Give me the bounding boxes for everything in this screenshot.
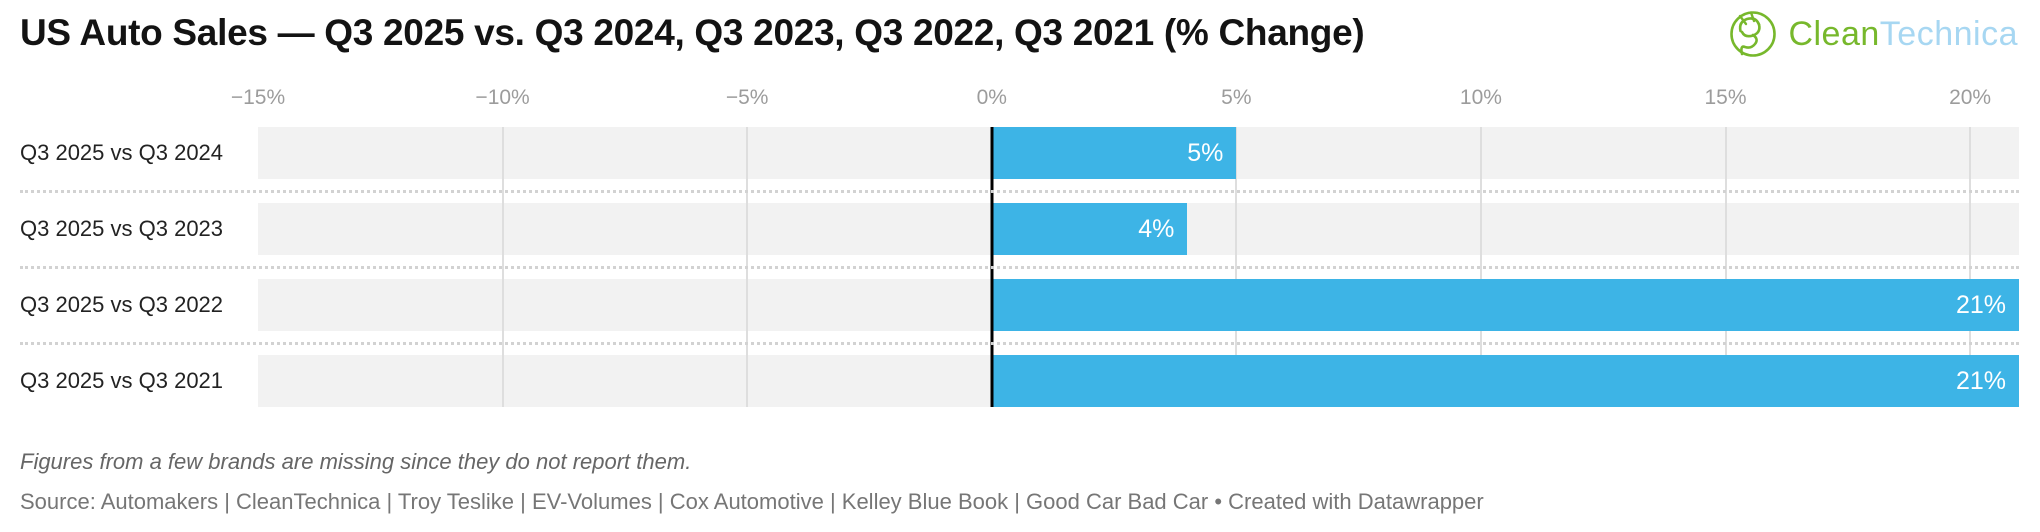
x-tick-label: 5% — [1221, 86, 1252, 109]
bar: 21% — [991, 355, 2019, 407]
x-axis: −15% −10% −5% 0% 5% 10% 15% 20% — [231, 86, 2019, 114]
row-separator — [20, 266, 2019, 269]
x-tick-label: 10% — [1459, 86, 1502, 109]
row-separator — [20, 342, 2019, 345]
bar: 5% — [991, 127, 1237, 179]
cleantechnica-logo[interactable]: CleanTechnica — [1727, 8, 2018, 60]
x-tick-label: 20% — [1949, 86, 1992, 109]
bar: 4% — [991, 203, 1188, 255]
x-tick-label: −10% — [475, 86, 530, 109]
row-label: Q3 2025 vs Q3 2021 — [20, 368, 224, 393]
row-separator — [20, 190, 2019, 193]
source-line: Source: Automakers | CleanTechnica | Tro… — [20, 489, 1484, 514]
x-tick-label: 0% — [976, 86, 1007, 109]
page-title: US Auto Sales — Q3 2025 vs. Q3 2024, Q3 … — [20, 12, 1365, 53]
row-label: Q3 2025 vs Q3 2024 — [20, 140, 224, 165]
bar-value-label: 5% — [1187, 138, 1224, 167]
cleantechnica-logo-icon — [1727, 8, 1779, 60]
plot-area: 5% 4% 21% 21% — [258, 127, 2019, 407]
chart-footnote: Figures from a few brands are missing si… — [20, 449, 692, 474]
row-labels: Q3 2025 vs Q3 2024 Q3 2025 vs Q3 2023 Q3 2… — [20, 127, 256, 407]
logo-word-technica: Technica — [1879, 14, 2018, 53]
bar: 21% — [991, 279, 2019, 331]
x-tick-label: 15% — [1704, 86, 1747, 109]
row-label: Q3 2025 vs Q3 2022 — [20, 292, 224, 317]
x-tick-label: −15% — [230, 86, 286, 109]
x-tick-label: −5% — [725, 86, 769, 109]
logo-wordmark: CleanTechnica — [1788, 15, 2018, 54]
bar-value-label: 21% — [1955, 290, 2006, 319]
row-label: Q3 2025 vs Q3 2023 — [20, 216, 224, 241]
logo-word-clean: Clean — [1788, 14, 1880, 53]
bar-value-label: 4% — [1138, 214, 1175, 243]
bar-value-label: 21% — [1955, 366, 2006, 395]
